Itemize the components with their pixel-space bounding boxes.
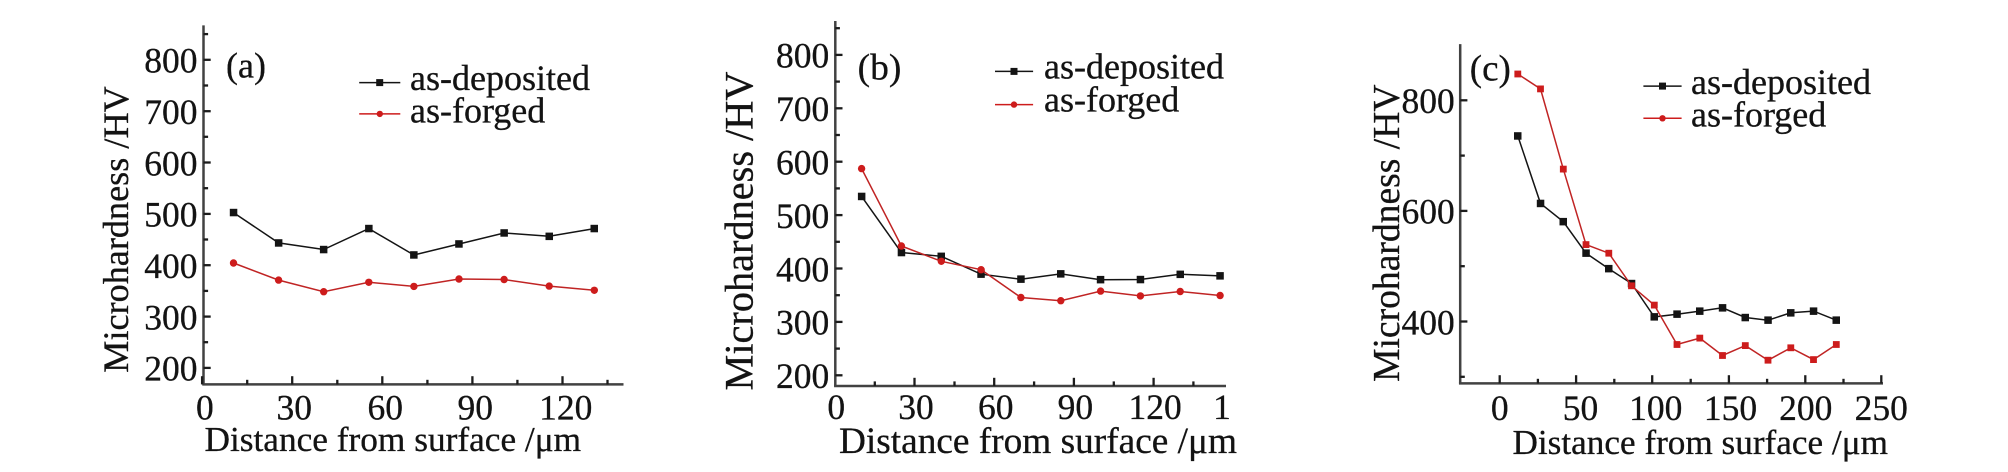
svg-text:1: 1 <box>1213 387 1231 427</box>
svg-text:Distance from surface /μm: Distance from surface /μm <box>1512 423 1887 462</box>
svg-text:400: 400 <box>144 246 197 286</box>
svg-text:600: 600 <box>1401 192 1454 232</box>
svg-text:Microhardness /HV: Microhardness /HV <box>1367 84 1408 381</box>
svg-text:200: 200 <box>144 349 197 389</box>
svg-text:0: 0 <box>1491 388 1509 428</box>
svg-text:as-deposited: as-deposited <box>410 58 590 98</box>
svg-text:800: 800 <box>776 36 829 76</box>
svg-text:100: 100 <box>1629 388 1682 428</box>
svg-text:(a): (a) <box>226 46 266 86</box>
svg-text:800: 800 <box>1401 81 1454 121</box>
svg-text:90: 90 <box>457 388 493 428</box>
svg-text:0: 0 <box>196 388 214 428</box>
svg-text:600: 600 <box>144 143 197 183</box>
svg-text:800: 800 <box>144 41 197 81</box>
svg-text:90: 90 <box>1058 387 1094 427</box>
svg-text:300: 300 <box>776 303 829 343</box>
svg-text:500: 500 <box>776 196 829 236</box>
svg-text:as-forged: as-forged <box>410 91 545 131</box>
svg-text:as-deposited: as-deposited <box>1691 62 1871 102</box>
svg-text:700: 700 <box>144 92 197 132</box>
svg-text:250: 250 <box>1855 388 1908 428</box>
svg-text:0: 0 <box>827 387 845 427</box>
svg-text:500: 500 <box>144 195 197 235</box>
svg-text:as-forged: as-forged <box>1691 94 1826 134</box>
svg-text:120: 120 <box>539 388 592 428</box>
svg-text:150: 150 <box>1704 388 1757 428</box>
svg-text:60: 60 <box>368 388 404 428</box>
svg-text:Microhardness /HV: Microhardness /HV <box>717 72 762 391</box>
svg-text:Distance from surface /μm: Distance from surface /μm <box>839 421 1237 462</box>
svg-text:400: 400 <box>776 249 829 289</box>
svg-text:(b): (b) <box>858 48 902 89</box>
svg-text:50: 50 <box>1563 388 1599 428</box>
svg-text:Distance from surface /μm: Distance from surface /μm <box>204 420 581 459</box>
svg-text:700: 700 <box>776 89 829 129</box>
svg-text:400: 400 <box>1401 302 1454 342</box>
svg-text:as-deposited: as-deposited <box>1044 47 1224 87</box>
svg-text:300: 300 <box>144 297 197 337</box>
svg-text:30: 30 <box>277 388 313 428</box>
svg-text:30: 30 <box>898 387 934 427</box>
svg-text:(c): (c) <box>1470 49 1511 90</box>
svg-text:Microhardness /HV: Microhardness /HV <box>96 86 136 372</box>
svg-text:120: 120 <box>1128 387 1181 427</box>
svg-text:200: 200 <box>776 356 829 396</box>
svg-text:600: 600 <box>776 143 829 183</box>
svg-text:as-forged: as-forged <box>1044 80 1179 120</box>
svg-text:60: 60 <box>978 387 1014 427</box>
svg-text:200: 200 <box>1779 388 1832 428</box>
